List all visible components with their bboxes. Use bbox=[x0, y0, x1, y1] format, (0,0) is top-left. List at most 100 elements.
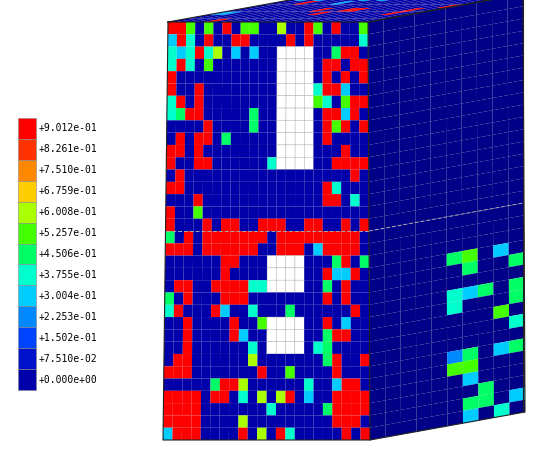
Polygon shape bbox=[285, 342, 295, 354]
Polygon shape bbox=[195, 47, 204, 59]
Polygon shape bbox=[201, 379, 211, 391]
Polygon shape bbox=[446, 67, 461, 82]
Polygon shape bbox=[478, 246, 493, 261]
Polygon shape bbox=[165, 280, 174, 292]
Bar bbox=[18, 118, 36, 139]
Polygon shape bbox=[239, 231, 249, 243]
Polygon shape bbox=[203, 206, 212, 219]
Polygon shape bbox=[400, 247, 416, 262]
Polygon shape bbox=[508, 142, 524, 156]
Polygon shape bbox=[416, 331, 432, 346]
Polygon shape bbox=[286, 157, 295, 170]
Polygon shape bbox=[309, 5, 338, 8]
Polygon shape bbox=[165, 268, 175, 280]
Polygon shape bbox=[257, 391, 267, 403]
Polygon shape bbox=[184, 231, 193, 243]
Polygon shape bbox=[368, 81, 384, 96]
Polygon shape bbox=[477, 98, 492, 113]
Polygon shape bbox=[183, 342, 192, 354]
Polygon shape bbox=[286, 145, 295, 157]
Polygon shape bbox=[341, 280, 351, 292]
Polygon shape bbox=[432, 352, 447, 368]
Polygon shape bbox=[351, 317, 360, 329]
Polygon shape bbox=[350, 108, 359, 120]
Polygon shape bbox=[446, 42, 461, 57]
Polygon shape bbox=[384, 115, 400, 130]
Bar bbox=[18, 327, 36, 348]
Polygon shape bbox=[478, 258, 494, 273]
Polygon shape bbox=[222, 22, 232, 34]
Polygon shape bbox=[350, 71, 359, 84]
Polygon shape bbox=[415, 146, 431, 161]
Polygon shape bbox=[167, 96, 176, 108]
Polygon shape bbox=[258, 194, 267, 206]
Polygon shape bbox=[416, 404, 432, 419]
Polygon shape bbox=[360, 194, 369, 206]
Polygon shape bbox=[354, 8, 382, 12]
Polygon shape bbox=[286, 194, 295, 206]
Polygon shape bbox=[478, 405, 494, 420]
Polygon shape bbox=[341, 292, 351, 305]
Polygon shape bbox=[230, 268, 239, 280]
Polygon shape bbox=[351, 428, 361, 440]
Polygon shape bbox=[192, 366, 201, 379]
Polygon shape bbox=[184, 170, 194, 182]
Polygon shape bbox=[230, 243, 239, 255]
Polygon shape bbox=[230, 219, 239, 231]
Polygon shape bbox=[267, 416, 276, 428]
Polygon shape bbox=[462, 310, 478, 325]
Polygon shape bbox=[447, 362, 463, 377]
Polygon shape bbox=[446, 104, 462, 119]
Polygon shape bbox=[332, 305, 341, 317]
Polygon shape bbox=[249, 182, 258, 194]
Polygon shape bbox=[267, 231, 277, 243]
Polygon shape bbox=[397, 12, 426, 15]
Polygon shape bbox=[432, 328, 447, 343]
Polygon shape bbox=[257, 305, 267, 317]
Polygon shape bbox=[313, 47, 323, 59]
Polygon shape bbox=[332, 428, 342, 440]
Polygon shape bbox=[447, 411, 463, 426]
Polygon shape bbox=[332, 47, 341, 59]
Polygon shape bbox=[165, 231, 175, 243]
Polygon shape bbox=[313, 379, 323, 391]
Polygon shape bbox=[284, 0, 313, 1]
Polygon shape bbox=[248, 428, 257, 440]
Polygon shape bbox=[166, 206, 175, 219]
Polygon shape bbox=[194, 133, 203, 145]
Polygon shape bbox=[478, 196, 493, 212]
Polygon shape bbox=[492, 107, 508, 122]
Polygon shape bbox=[286, 84, 295, 96]
Polygon shape bbox=[341, 22, 350, 34]
Polygon shape bbox=[211, 243, 221, 255]
Polygon shape bbox=[295, 22, 304, 34]
Polygon shape bbox=[202, 268, 211, 280]
Polygon shape bbox=[211, 255, 221, 268]
Polygon shape bbox=[304, 255, 313, 268]
Polygon shape bbox=[399, 26, 414, 41]
Polygon shape bbox=[259, 22, 268, 34]
Polygon shape bbox=[477, 172, 493, 187]
Polygon shape bbox=[478, 270, 494, 285]
Polygon shape bbox=[277, 19, 306, 22]
Polygon shape bbox=[277, 170, 286, 182]
Polygon shape bbox=[231, 170, 240, 182]
Polygon shape bbox=[229, 317, 239, 329]
Polygon shape bbox=[313, 243, 323, 255]
Polygon shape bbox=[323, 329, 332, 342]
Polygon shape bbox=[193, 194, 203, 206]
Text: +3.755e-01: +3.755e-01 bbox=[39, 270, 98, 280]
Polygon shape bbox=[222, 34, 232, 47]
Polygon shape bbox=[400, 309, 416, 324]
Polygon shape bbox=[332, 342, 341, 354]
Polygon shape bbox=[250, 59, 259, 71]
Polygon shape bbox=[350, 231, 360, 243]
Polygon shape bbox=[351, 342, 360, 354]
Polygon shape bbox=[239, 317, 248, 329]
Polygon shape bbox=[478, 368, 494, 383]
Polygon shape bbox=[351, 379, 360, 391]
Polygon shape bbox=[285, 255, 295, 268]
Polygon shape bbox=[461, 2, 477, 17]
Polygon shape bbox=[508, 129, 524, 144]
Polygon shape bbox=[304, 170, 313, 182]
